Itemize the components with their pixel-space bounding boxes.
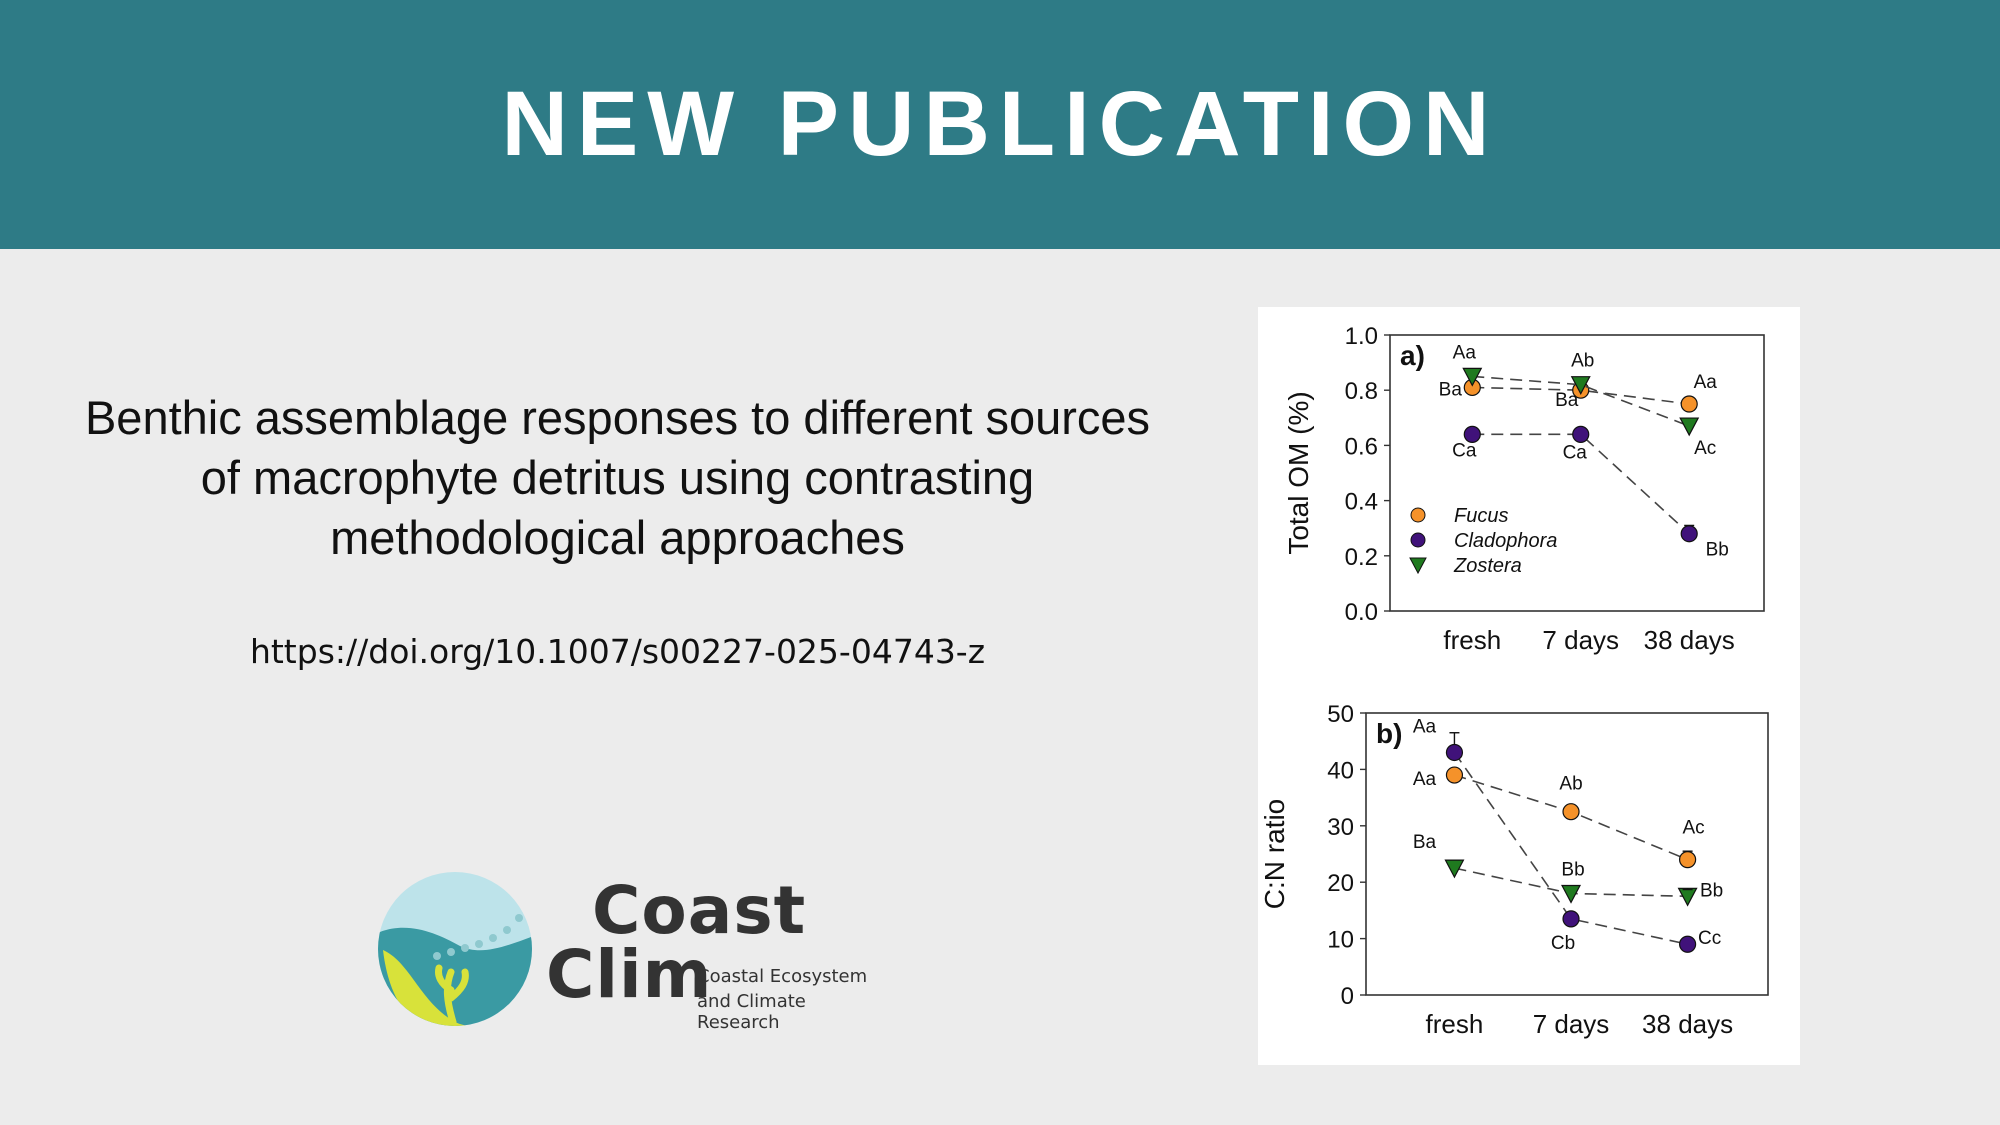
- chart-a-point-label: Ac: [1694, 438, 1716, 459]
- chart-a-x-tick-label: 7 days: [1542, 625, 1619, 655]
- chart-b-point-label: Ab: [1559, 774, 1582, 795]
- logo-subtitle-line-1: Coastal Ecosystem: [697, 966, 868, 987]
- logo-word-coast: Coast: [592, 872, 807, 949]
- chart-b-x-tick-label: fresh: [1426, 1009, 1484, 1039]
- chart-a-point-label: Bb: [1706, 540, 1729, 561]
- coastclim-emblem-icon: [378, 872, 532, 1026]
- paper-title: Benthic assemblage responses to differen…: [30, 388, 1205, 568]
- chart-b-point-fucus: [1445, 766, 1464, 784]
- chart-a-point-zostera: [1462, 367, 1483, 387]
- chart-b-y-tick-label: 10: [1327, 927, 1354, 954]
- chart-b-point-cladophora: [1562, 910, 1580, 928]
- chart-a-y-axis-label: Total OM (%): [1283, 391, 1314, 554]
- chart-b-point-label: Ac: [1683, 818, 1705, 839]
- chart-b-point-label: Aa: [1413, 716, 1437, 737]
- chart-a-point-cladophora: [1463, 425, 1481, 443]
- chart-a-point-label: Ba: [1555, 390, 1579, 411]
- chart-a-series-line-fucus: [1472, 386, 1690, 405]
- chart-b-point-zostera: [1444, 859, 1465, 879]
- chart-b-point-zostera: [1561, 884, 1582, 904]
- chart-b-point-label: Bb: [1561, 859, 1584, 880]
- chart-b-y-tick-label: 40: [1327, 757, 1354, 784]
- chart-b-point-cladophora: [1679, 935, 1697, 953]
- chart-a-y-tick-label: 0.2: [1345, 544, 1378, 571]
- chart-a-y-tick-label: 1.0: [1345, 323, 1378, 350]
- chart-a-point-label: Ca: [1452, 440, 1477, 461]
- chart-b-y-axis-label: C:N ratio: [1259, 799, 1290, 909]
- chart-a-y-tick-label: 0.8: [1345, 378, 1378, 405]
- chart-a-y-tick-label: 0.4: [1345, 489, 1378, 516]
- chart-a-x-tick-label: 38 days: [1644, 625, 1735, 655]
- banner-title: NEW PUBLICATION: [501, 73, 1499, 175]
- chart-a-point-cladophora: [1572, 425, 1590, 443]
- chart-b-point-label: Ba: [1413, 832, 1437, 853]
- chart-a-y-tick-label: 0.6: [1345, 433, 1378, 460]
- coastclim-logo: Coast Clim Coastal Ecosystem and Climate…: [375, 872, 875, 1033]
- logo-word-clim: Clim: [546, 936, 713, 1013]
- chart-a-legend-marker: [1410, 507, 1426, 523]
- chart-b-point-fucus: [1679, 851, 1697, 869]
- chart-b-x-tick-label: 38 days: [1642, 1009, 1733, 1039]
- chart-b-series-line-cladophora: [1453, 752, 1688, 946]
- paper-title-line-2: of macrophyte detritus using contrasting: [200, 451, 1035, 504]
- chart-a-legend-marker: [1410, 532, 1426, 548]
- paper-title-line-1: Benthic assemblage responses to differen…: [84, 391, 1151, 444]
- doi-link[interactable]: https://doi.org/10.1007/s00227-025-04743…: [249, 632, 986, 671]
- chart-b-x-tick-label: 7 days: [1533, 1009, 1610, 1039]
- chart-a-point-label: Ba: [1439, 379, 1463, 400]
- chart-b-y-tick-label: 30: [1327, 814, 1354, 841]
- chart-b-point-fucus: [1562, 803, 1580, 821]
- publication-figure: a) 0.0 0.2 0.4 0.6 0.8 1.0 Total OM (%) fresh 7 d…: [1258, 307, 1800, 1065]
- chart-b-y-tick-label: 50: [1327, 701, 1354, 728]
- figure-charts: a) 0.0 0.2 0.4 0.6 0.8 1.0 Total OM (%) fresh 7 d…: [1259, 323, 1769, 1039]
- chart-a-point-zostera: [1570, 376, 1591, 395]
- chart-b-point-label: Cc: [1698, 928, 1721, 949]
- chart-b-point-cladophora: [1445, 743, 1464, 762]
- chart-a-legend-label: Fucus: [1454, 505, 1508, 527]
- chart-a-point-label: Ab: [1571, 351, 1594, 372]
- header-banner: NEW PUBLICATION: [0, 0, 2000, 249]
- chart-a-x-tick-label: fresh: [1443, 625, 1501, 655]
- chart-b-y-tick-label: 20: [1327, 870, 1354, 897]
- chart-a-point-fucus: [1680, 395, 1698, 413]
- chart-a-point-cladophora: [1680, 525, 1698, 543]
- chart-a-legend-label: Zostera: [1453, 555, 1522, 577]
- chart-b-plot-frame: [1365, 712, 1769, 996]
- chart-b-panel-label: b): [1376, 718, 1402, 749]
- chart-a-point-zostera: [1679, 417, 1700, 437]
- chart-b-point-label: Cb: [1551, 933, 1575, 954]
- chart-a-point-label: Aa: [1694, 372, 1718, 393]
- logo-subtitle-line-2: and Climate Research: [697, 991, 806, 1033]
- chart-b-y-tick-label: 0: [1341, 983, 1354, 1010]
- chart-a-point-label: Aa: [1453, 342, 1477, 363]
- chart-a-panel-label: a): [1400, 340, 1425, 371]
- chart-a-plot-frame: [1389, 334, 1765, 612]
- paper-title-line-3: methodological approaches: [330, 511, 905, 564]
- chart-a-legend-label: Cladophora: [1454, 530, 1557, 552]
- chart-b-point-label: Aa: [1413, 769, 1437, 790]
- chart-a-legend-marker: [1409, 557, 1427, 575]
- chart-a-point-label: Ca: [1563, 442, 1588, 463]
- chart-a-y-tick-label: 0.0: [1345, 599, 1378, 626]
- chart-b-point-label: Bb: [1700, 880, 1723, 901]
